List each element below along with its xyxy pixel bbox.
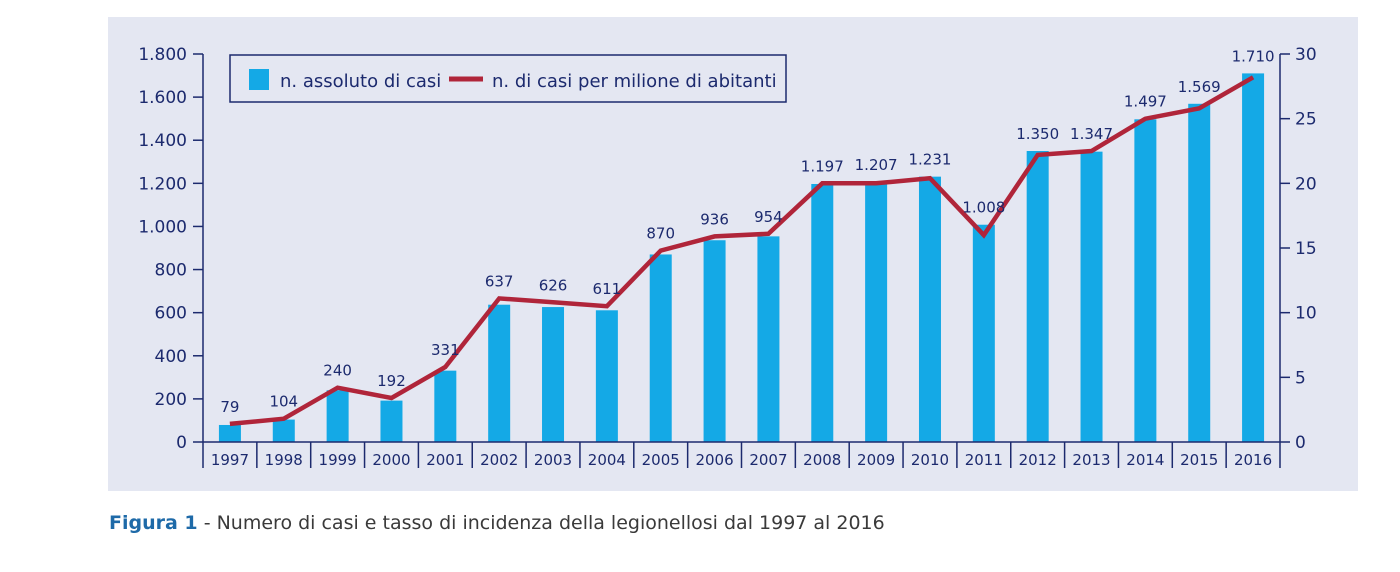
y-right-tick-label: 30 xyxy=(1295,45,1317,65)
bar-2003 xyxy=(542,307,565,442)
data-label-2011: 1.008 xyxy=(962,199,1005,217)
x-tick-label-1999: 1999 xyxy=(319,451,357,469)
y-left-tick-label: 1.000 xyxy=(138,217,187,237)
line-series-group xyxy=(229,75,1255,427)
bar-2013 xyxy=(1080,151,1103,442)
legend-label-bars: n. assoluto di casi xyxy=(280,71,441,92)
data-label-2007: 954 xyxy=(754,208,783,226)
data-label-2004: 611 xyxy=(593,280,622,298)
line-series-incidence xyxy=(229,75,1255,427)
y-left-tick-label: 800 xyxy=(155,261,187,281)
y-left-tick-label: 600 xyxy=(155,304,187,324)
bar-group xyxy=(218,73,1265,443)
bar-2004 xyxy=(595,310,618,442)
y-left-tick-label: 1.400 xyxy=(138,131,187,151)
bar-2009 xyxy=(865,181,888,442)
data-label-2002: 637 xyxy=(485,272,514,290)
bar-1999 xyxy=(326,390,349,442)
legend-label-line: n. di casi per milione di abitanti xyxy=(492,71,777,92)
bar-1997 xyxy=(218,424,241,442)
x-tick-label-2009: 2009 xyxy=(857,451,895,469)
bar-2015 xyxy=(1188,103,1211,442)
x-tick-label-2003: 2003 xyxy=(534,451,572,469)
y-right-tick-label: 0 xyxy=(1295,433,1306,453)
legend: n. assoluto di casi n. di casi per milio… xyxy=(229,54,787,103)
bar-1998 xyxy=(272,419,295,442)
data-label-2003: 626 xyxy=(539,276,568,294)
data-label-1999: 240 xyxy=(323,362,352,380)
x-tick-label-2014: 2014 xyxy=(1126,451,1164,469)
bar-2006 xyxy=(703,240,726,442)
x-tick-label-2012: 2012 xyxy=(1019,451,1057,469)
x-tick-label-2016: 2016 xyxy=(1234,451,1272,469)
data-label-1998: 104 xyxy=(269,393,298,411)
bar-2002 xyxy=(488,304,511,442)
legend-swatch-bars xyxy=(249,69,269,90)
data-label-2012: 1.350 xyxy=(1016,125,1059,143)
data-label-1997: 79 xyxy=(220,398,239,416)
chart: 0 200 400 600 800 1.000 1.200 1.400 1.600 1.800 0 5… xyxy=(138,45,1316,469)
bar-2011 xyxy=(972,224,995,442)
bar-2000 xyxy=(380,400,403,442)
bar-2016 xyxy=(1242,73,1265,443)
y-left-tick-label: 1.600 xyxy=(138,88,187,108)
bar-2007 xyxy=(757,236,780,442)
bar-2008 xyxy=(811,183,834,443)
x-tick-label-1998: 1998 xyxy=(265,451,303,469)
y-left-tick-label: 1.200 xyxy=(138,174,187,194)
data-label-2014: 1.497 xyxy=(1124,93,1167,111)
x-tick-label-2011: 2011 xyxy=(965,451,1003,469)
x-tick-label-2002: 2002 xyxy=(480,451,518,469)
y-left-tick-label: 400 xyxy=(155,347,187,367)
y-left-tick-label: 1.800 xyxy=(138,45,187,65)
y-left-tick-label: 0 xyxy=(176,433,187,453)
bar-2005 xyxy=(649,254,672,442)
chart-panel: 0 200 400 600 800 1.000 1.200 1.400 1.600 1.800 0 5… xyxy=(108,17,1358,491)
data-label-2016: 1.710 xyxy=(1232,47,1275,65)
data-label-2009: 1.207 xyxy=(855,156,898,174)
y-right-tick-label: 20 xyxy=(1295,174,1317,194)
x-tick-label-2010: 2010 xyxy=(911,451,949,469)
data-label-2015: 1.569 xyxy=(1178,78,1221,96)
y-left-tick-label: 200 xyxy=(155,390,187,410)
data-label-2013: 1.347 xyxy=(1070,125,1113,143)
legend-box xyxy=(229,54,787,103)
caption-separator: - xyxy=(197,512,217,534)
bar-2010 xyxy=(918,176,941,442)
y-right-tick-label: 10 xyxy=(1295,304,1317,324)
axes-group: 0 200 400 600 800 1.000 1.200 1.400 1.600 1.800 0 5… xyxy=(138,45,1316,469)
x-tick-label-2005: 2005 xyxy=(642,451,680,469)
y-right-tick-label: 15 xyxy=(1295,239,1317,259)
figure-label: Figura 1 xyxy=(109,512,198,534)
x-tick-label-2000: 2000 xyxy=(372,451,410,469)
data-label-2010: 1.231 xyxy=(908,151,951,169)
data-label-2008: 1.197 xyxy=(801,157,844,175)
data-label-group: 79 104 240 192 331 637 626 611 870 936 954 1.197 1.2… xyxy=(220,47,1274,415)
bar-2014 xyxy=(1134,119,1157,443)
data-label-2005: 870 xyxy=(646,225,675,243)
x-tick-label-2013: 2013 xyxy=(1072,451,1110,469)
x-tick-label-2006: 2006 xyxy=(695,451,733,469)
x-tick-label-2015: 2015 xyxy=(1180,451,1218,469)
x-tick-label-2008: 2008 xyxy=(803,451,841,469)
data-label-2001: 331 xyxy=(431,341,460,359)
data-label-2006: 936 xyxy=(700,210,729,228)
caption-text: Numero di casi e tasso di incidenza dell… xyxy=(216,512,885,534)
bar-2001 xyxy=(434,370,457,442)
bar-2012 xyxy=(1026,151,1049,442)
y-right-tick-label: 25 xyxy=(1295,110,1317,130)
x-tick-label-2004: 2004 xyxy=(588,451,626,469)
x-tick-label-2007: 2007 xyxy=(749,451,787,469)
y-right-tick-label: 5 xyxy=(1295,368,1306,388)
figure-caption: Figura 1 - Numero di casi e tasso di inc… xyxy=(109,512,885,534)
x-tick-label-1997: 1997 xyxy=(211,451,249,469)
data-label-2000: 192 xyxy=(377,372,406,390)
x-tick-label-2001: 2001 xyxy=(426,451,464,469)
